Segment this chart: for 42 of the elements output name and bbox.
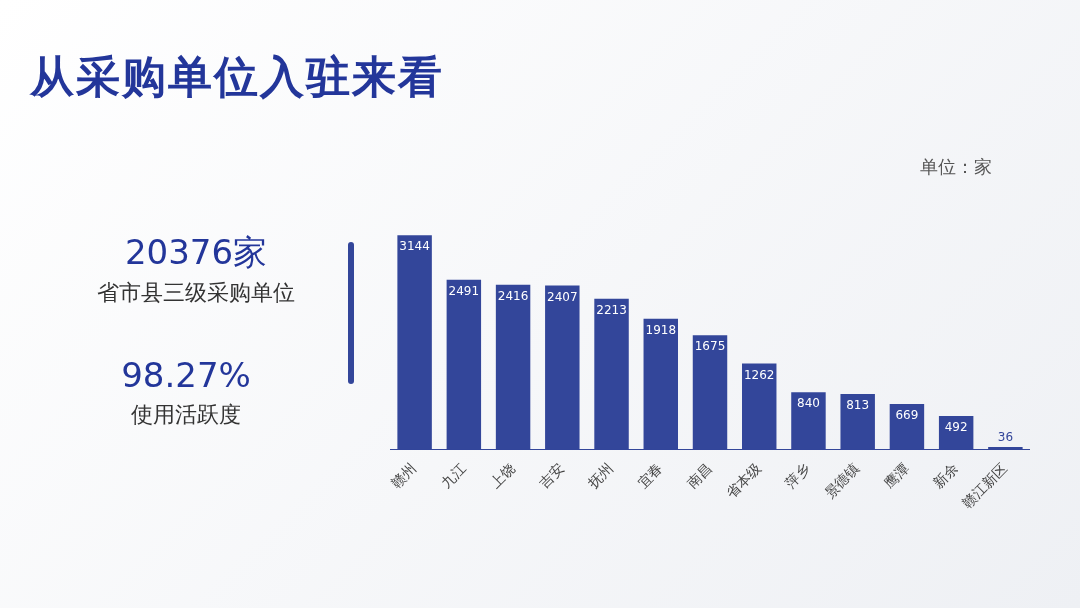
bar <box>397 235 432 450</box>
data-label: 2407 <box>547 289 578 304</box>
data-label: 813 <box>846 398 870 413</box>
bar <box>840 394 875 450</box>
text: 使用活跃度 <box>131 401 241 429</box>
bar <box>545 285 580 450</box>
chart-title: 从采购单位入驻来看 <box>30 50 444 104</box>
bar <box>446 279 482 450</box>
x-tick-label: 省本级 <box>722 459 764 501</box>
x-tick-label: 抚州 <box>584 459 617 492</box>
x-tick-label: 吉安 <box>535 459 567 491</box>
data-label: 2416 <box>497 289 529 303</box>
bar <box>495 284 531 450</box>
x-tick-label: 赣州 <box>388 459 420 491</box>
bar <box>791 392 826 450</box>
text: 98.27% <box>121 355 251 395</box>
data-label: 2491 <box>448 283 480 298</box>
data-label: 3144 <box>399 239 430 254</box>
bar <box>742 363 777 450</box>
x-tick-label: 新余 <box>929 459 961 491</box>
text: 省市县三级采购单位 <box>97 279 295 307</box>
bar <box>692 335 728 450</box>
data-label: 1262 <box>743 367 775 382</box>
x-tick-label: 宜春 <box>634 459 666 491</box>
x-tick-label: 景德镇 <box>821 459 863 501</box>
x-tick-label: 九江 <box>437 459 469 491</box>
text: 单位：家 <box>920 155 992 179</box>
data-label: 36 <box>997 430 1014 445</box>
data-label: 669 <box>895 408 919 423</box>
data-label: 2213 <box>596 302 627 317</box>
text: 20376家 <box>124 231 268 274</box>
data-label: 492 <box>944 420 968 435</box>
x-tick-label: 鹰潭 <box>880 459 912 491</box>
data-label: 1918 <box>645 322 677 337</box>
data-label: 1675 <box>694 339 726 354</box>
x-tick-label: 南昌 <box>683 459 715 491</box>
bar <box>643 318 678 450</box>
data-label: 840 <box>797 396 820 411</box>
bar <box>594 298 629 450</box>
x-tick-label: 萍乡 <box>782 459 814 491</box>
x-tick-label: 上饶 <box>486 459 518 491</box>
x-tick-label: 赣江新区 <box>959 459 1011 511</box>
